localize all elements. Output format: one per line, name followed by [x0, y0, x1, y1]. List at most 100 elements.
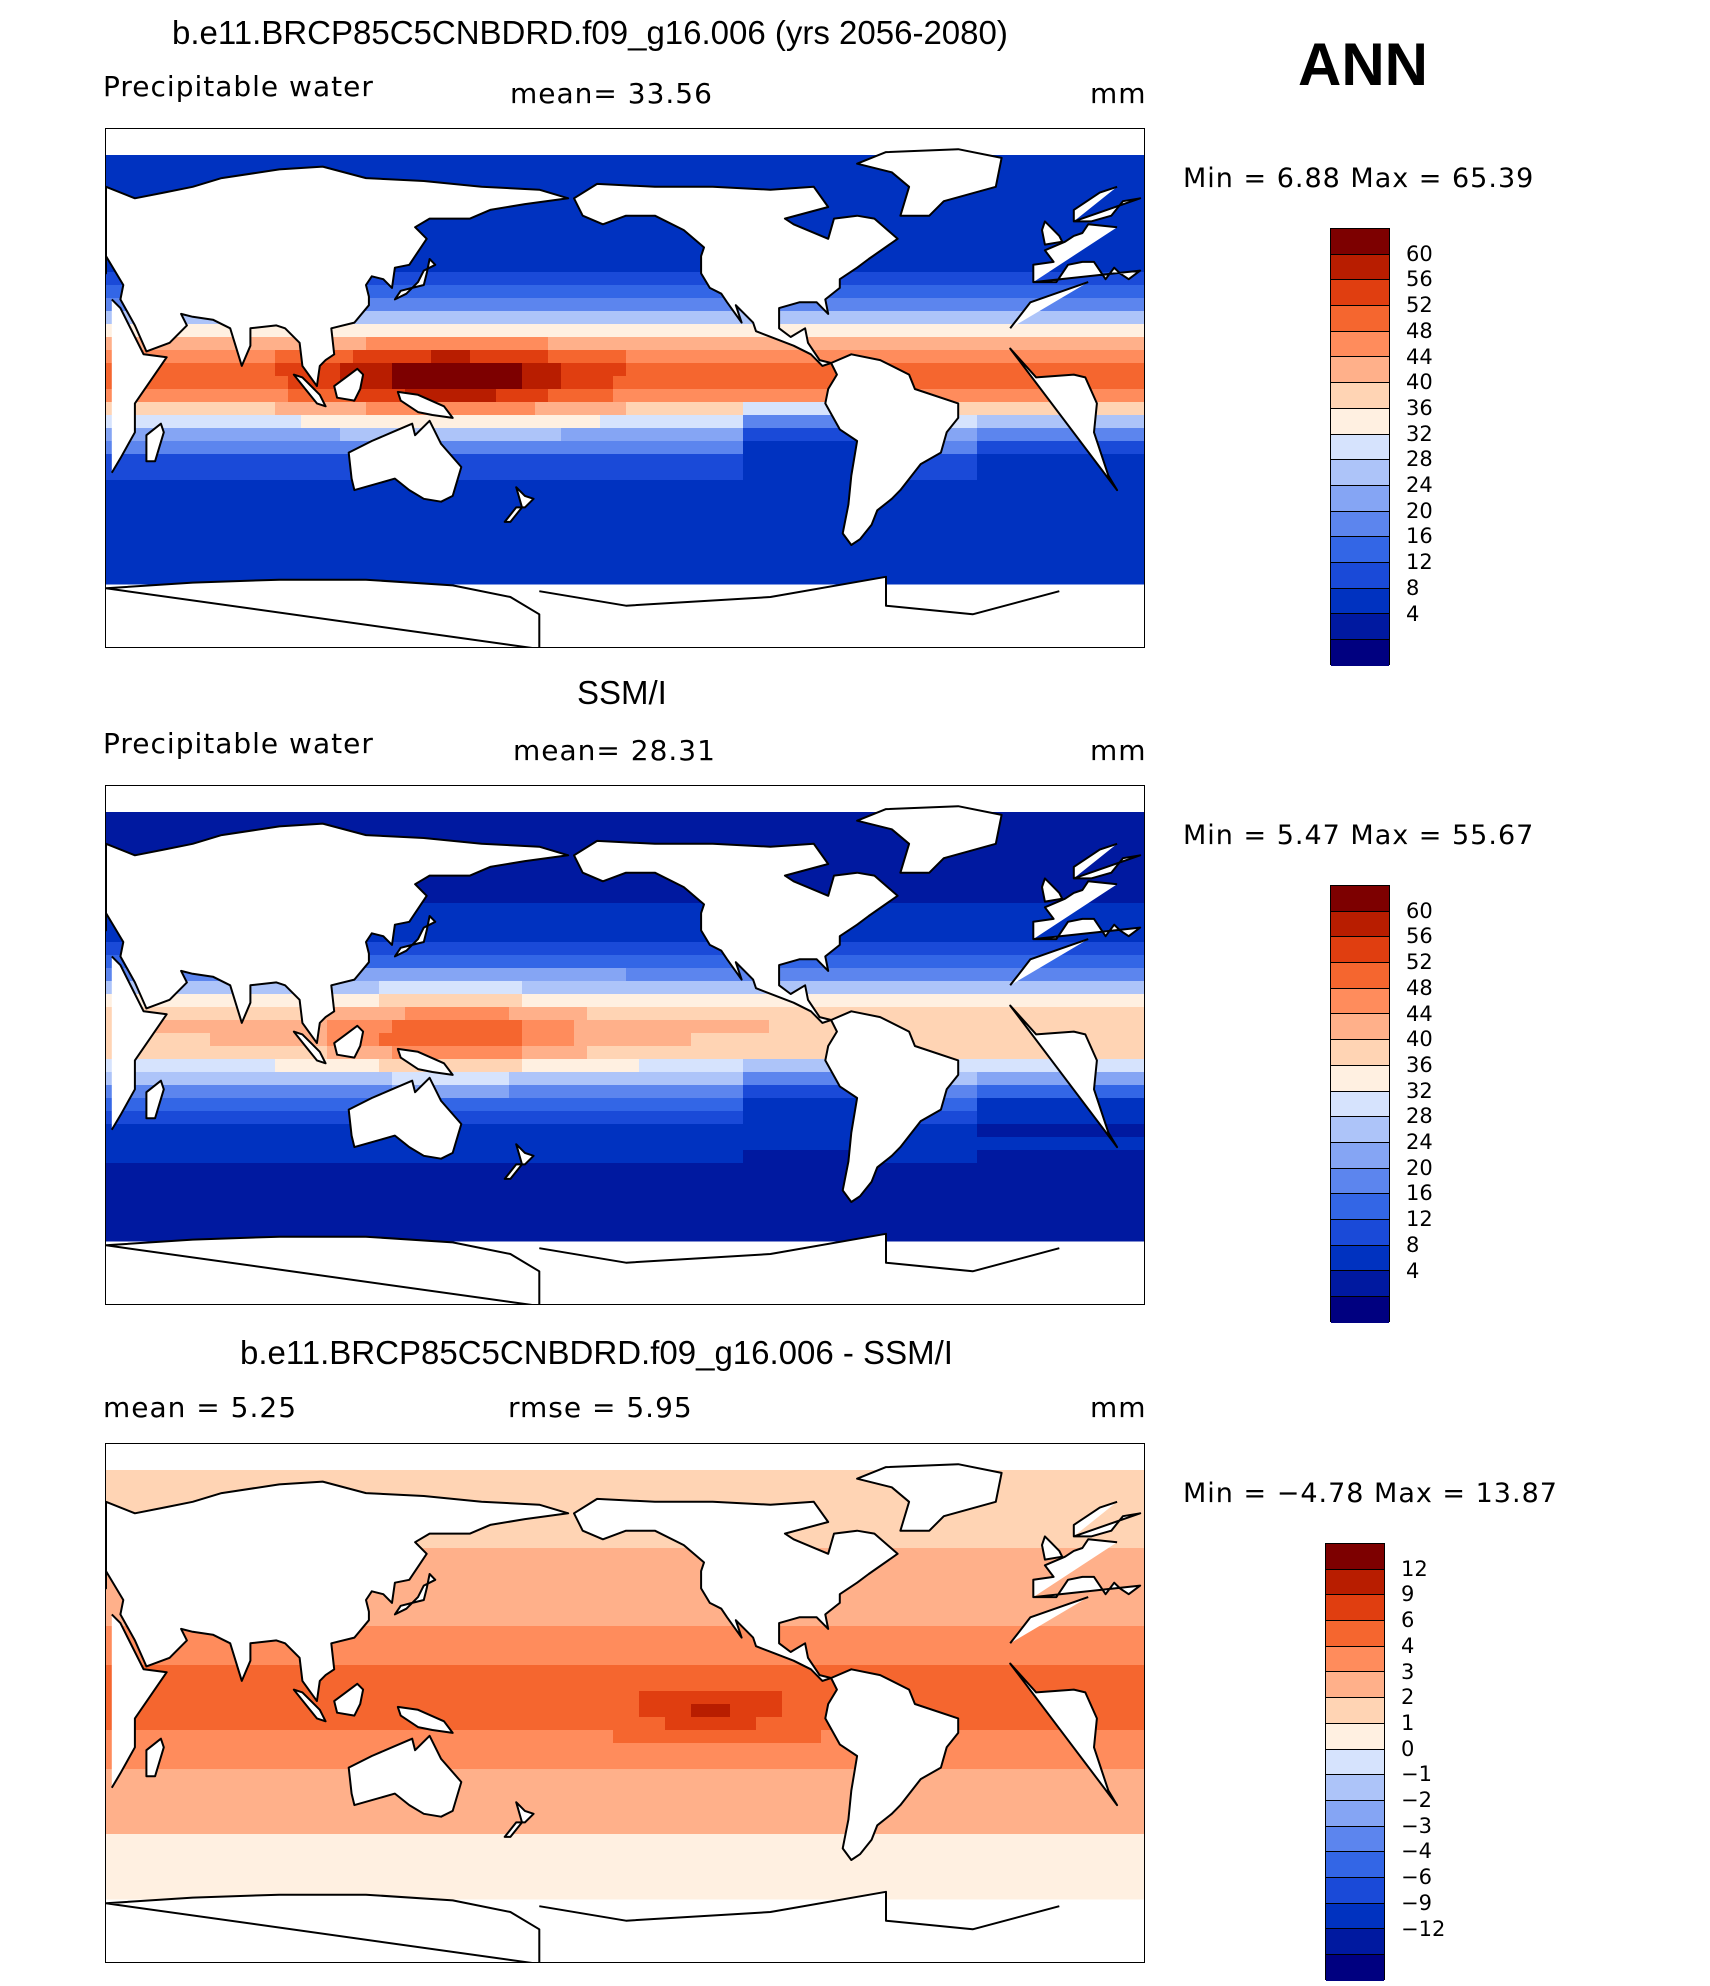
field-cell	[821, 838, 835, 852]
field-cell	[1120, 220, 1134, 234]
field-cell	[626, 246, 640, 260]
field-cell	[1068, 181, 1082, 195]
field-cell	[184, 155, 198, 169]
field-cell	[548, 942, 562, 956]
field-cell	[1094, 415, 1108, 429]
field-cell	[262, 558, 276, 572]
field-cell	[899, 259, 913, 273]
field-cell	[730, 1150, 744, 1164]
field-cell	[457, 571, 471, 585]
field-cell	[678, 376, 692, 390]
field-cell	[730, 389, 744, 403]
field-cell	[561, 890, 575, 904]
field-cell	[977, 324, 991, 338]
field-cell	[548, 350, 562, 364]
field-cell	[301, 506, 315, 520]
field-cell	[600, 1007, 614, 1021]
field-cell	[964, 441, 978, 455]
field-cell	[1068, 994, 1082, 1008]
field-cell	[1094, 571, 1108, 585]
field-cell	[1029, 428, 1043, 442]
field-cell	[665, 825, 679, 839]
field-cell	[626, 337, 640, 351]
field-cell	[561, 545, 575, 559]
field-cell	[1055, 994, 1069, 1008]
field-cell	[678, 825, 692, 839]
field-cell	[1133, 272, 1144, 286]
field-cell	[171, 1007, 185, 1021]
field-cell	[808, 415, 822, 429]
field-cell	[327, 441, 341, 455]
field-cell	[899, 519, 913, 533]
field-cell	[457, 272, 471, 286]
field-cell	[184, 558, 198, 572]
field-cell	[886, 272, 900, 286]
field-cell	[1133, 506, 1144, 520]
field-cell	[743, 389, 757, 403]
field-cell	[106, 285, 120, 299]
field-cell	[184, 1111, 198, 1125]
field-cell	[691, 1020, 705, 1034]
field-cell	[782, 1124, 796, 1138]
field-cell	[340, 506, 354, 520]
field-cell	[613, 1124, 627, 1138]
field-cell	[990, 376, 1004, 390]
field-cell	[470, 1046, 484, 1060]
field-cell	[977, 1124, 991, 1138]
field-cell	[821, 428, 835, 442]
field-cell	[743, 376, 757, 390]
field-cell	[990, 1072, 1004, 1086]
field-cell	[665, 1020, 679, 1034]
field-cell	[613, 402, 627, 416]
field-cell	[353, 428, 367, 442]
field-cell	[405, 571, 419, 585]
field-cell	[1094, 812, 1108, 826]
field-cell	[314, 441, 328, 455]
field-cell	[184, 1085, 198, 1099]
field-cell	[769, 1046, 783, 1060]
field-cell	[535, 545, 549, 559]
colorbar-swatch	[1331, 331, 1389, 358]
field-cell	[1055, 454, 1069, 468]
field-cell	[392, 929, 406, 943]
field-cell	[431, 955, 445, 969]
field-cell	[197, 350, 211, 364]
field-cell	[1107, 285, 1121, 299]
field-cell	[769, 1033, 783, 1047]
field-cell	[301, 1163, 315, 1177]
field-cell	[613, 1007, 627, 1021]
field-cell	[639, 968, 653, 982]
field-cell	[1068, 155, 1082, 169]
field-cell	[795, 532, 809, 546]
field-cell	[132, 519, 146, 533]
field-cell	[925, 955, 939, 969]
field-cell	[496, 337, 510, 351]
field-cell	[548, 298, 562, 312]
field-cell	[535, 903, 549, 917]
field-cell	[392, 337, 406, 351]
field-cell	[470, 929, 484, 943]
field-cell	[1120, 903, 1134, 917]
field-cell	[457, 519, 471, 533]
field-cell	[704, 1150, 718, 1164]
field-cell	[990, 441, 1004, 455]
field-cell	[730, 415, 744, 429]
field-cell	[704, 155, 718, 169]
field-cell	[470, 1020, 484, 1034]
field-cell	[847, 324, 861, 338]
field-cell	[1133, 968, 1144, 982]
field-cell	[899, 558, 913, 572]
field-cell	[301, 1137, 315, 1151]
field-cell	[1094, 1072, 1108, 1086]
field-cell	[795, 1072, 809, 1086]
field-cell	[873, 981, 887, 995]
field-cell	[1133, 480, 1144, 494]
field-cell	[392, 363, 406, 377]
field-cell	[379, 558, 393, 572]
field-cell	[691, 981, 705, 995]
field-cell	[1042, 207, 1056, 221]
field-cell	[275, 441, 289, 455]
field-cell	[249, 441, 263, 455]
field-cell	[626, 532, 640, 546]
field-cell	[405, 1163, 419, 1177]
